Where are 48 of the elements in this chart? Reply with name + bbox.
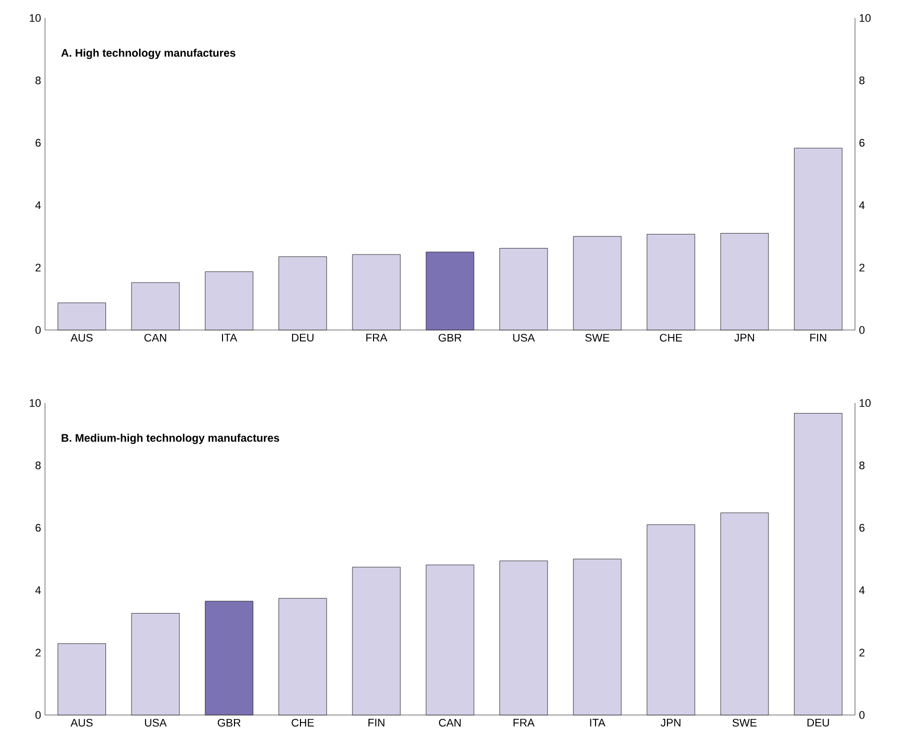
- x-tick-label: GBR: [438, 334, 462, 342]
- y2-tick-label: 4: [859, 586, 865, 594]
- y2-tick-label: 10: [860, 399, 871, 407]
- y2-tick-label: 6: [859, 524, 864, 532]
- x-tick-label: JPN: [734, 334, 754, 342]
- x-tick-label: ITA: [222, 334, 238, 342]
- x-tick-label: FIN: [810, 334, 826, 342]
- y-tick-label: 2: [36, 648, 41, 656]
- y2-tick-label: 10: [860, 14, 871, 22]
- x-tick-label: FRA: [514, 718, 535, 726]
- x-tick-label: FIN: [368, 718, 384, 726]
- y-tick-label: 6: [36, 138, 41, 147]
- y-tick-label: 4: [35, 586, 41, 594]
- x-tick-label: GBR: [218, 718, 240, 727]
- y2-tick-label: 6: [859, 138, 864, 147]
- y-tick-label: 2: [36, 264, 41, 272]
- x-tick-label: DEU: [808, 718, 829, 726]
- y-tick-label: 8: [36, 462, 41, 470]
- y-tick-label: 8: [36, 76, 41, 84]
- x-tick-label: CAN: [438, 718, 461, 727]
- x-tick-label: CHE: [660, 334, 682, 342]
- x-tick-label: DEU: [292, 334, 314, 342]
- x-tick-label: CAN: [144, 334, 166, 342]
- y2-tick-label: 4: [859, 201, 865, 209]
- y-tick-label: 6: [36, 524, 41, 532]
- x-tick-label: SWE: [732, 718, 757, 727]
- x-tick-label: JPN: [660, 718, 680, 726]
- x-tick-label: AUS: [70, 718, 93, 727]
- x-tick-label: AUS: [70, 334, 93, 342]
- x-tick-label: ITA: [590, 718, 606, 726]
- y-tick-label: 4: [35, 201, 41, 209]
- x-tick-label: SWE: [585, 334, 610, 342]
- y2-tick-label: 0: [859, 326, 865, 334]
- y-tick-label: 10: [30, 399, 41, 407]
- y-tick-label: 0: [35, 711, 41, 719]
- x-tick-label: USA: [513, 334, 535, 342]
- x-tick-label: CHE: [292, 718, 314, 727]
- x-tick-label: FRA: [366, 334, 388, 342]
- y2-tick-label: 2: [859, 264, 864, 272]
- x-tick-label: USA: [145, 718, 167, 727]
- y2-tick-label: 8: [859, 462, 864, 470]
- text: A. High technology manufactures: [61, 48, 236, 60]
- y-tick-label: 10: [30, 14, 41, 22]
- y2-tick-label: 2: [859, 648, 864, 656]
- y2-tick-label: 8: [859, 76, 864, 84]
- text: B. Medium-high technology manufactures: [62, 434, 280, 444]
- y-tick-label: 0: [35, 326, 41, 334]
- y2-tick-label: 0: [859, 711, 865, 719]
